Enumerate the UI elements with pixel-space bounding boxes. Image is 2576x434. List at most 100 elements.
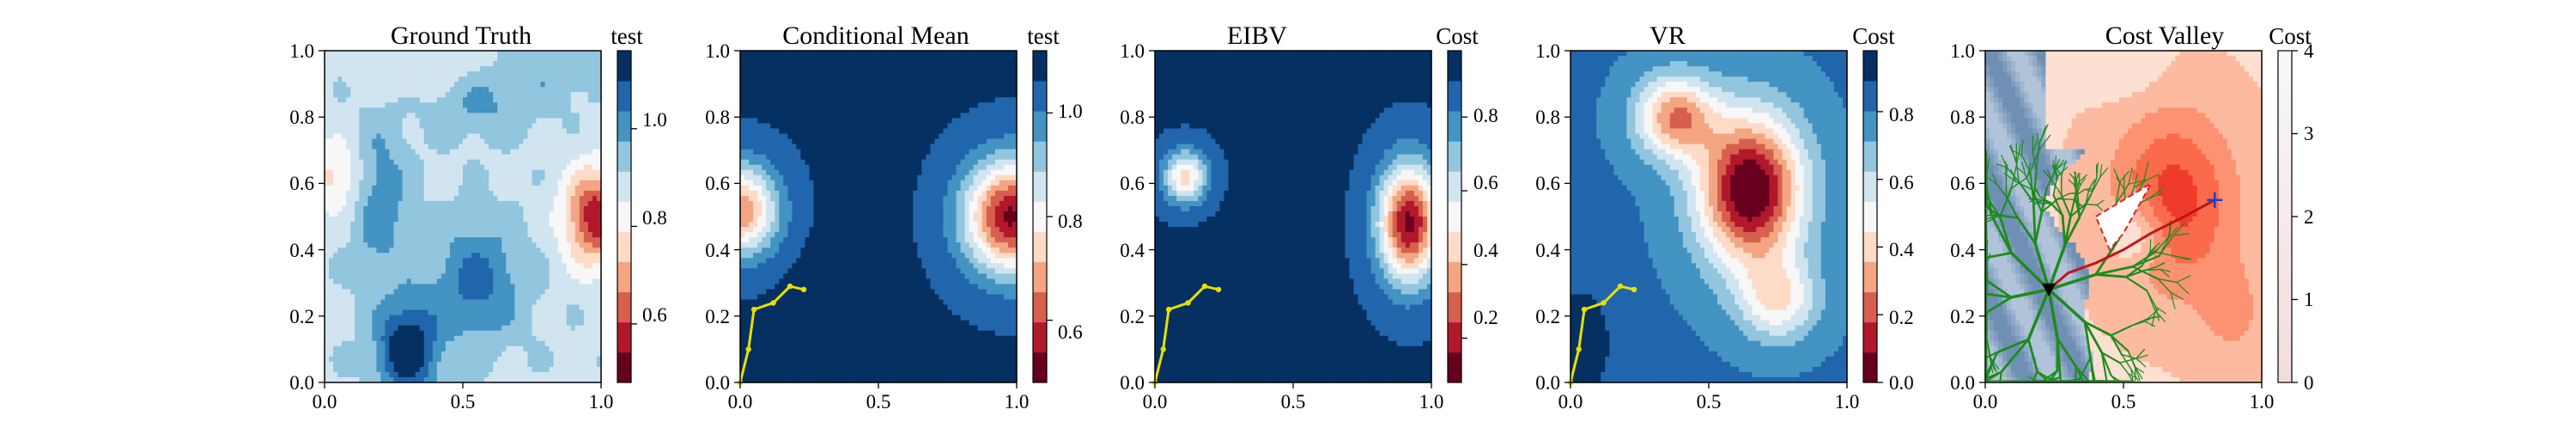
heatmap-cell xyxy=(571,82,576,88)
heatmap-cell xyxy=(407,227,412,233)
heatmap-cell xyxy=(484,134,489,140)
heatmap-cell xyxy=(459,76,464,83)
heatmap-cell xyxy=(558,305,563,311)
heatmap-cell xyxy=(550,160,555,166)
heatmap-cell xyxy=(433,175,438,181)
heatmap-cell xyxy=(558,51,563,57)
heatmap-cell xyxy=(424,321,429,327)
heatmap-cell xyxy=(424,242,429,248)
heatmap-cell xyxy=(537,268,542,274)
heatmap-cell xyxy=(424,326,429,332)
heatmap-cell xyxy=(459,150,464,156)
heatmap-cell xyxy=(454,248,459,254)
heatmap-cell xyxy=(337,87,343,93)
heatmap-cell xyxy=(783,56,788,62)
heatmap-cell xyxy=(403,242,408,248)
heatmap-cell xyxy=(537,82,542,88)
heatmap-cell xyxy=(467,284,472,290)
heatmap-cell xyxy=(939,56,944,62)
heatmap-cell xyxy=(459,227,464,233)
heatmap-cell xyxy=(995,51,1000,57)
heatmap-cell xyxy=(424,71,429,77)
heatmap-cell xyxy=(420,217,425,223)
heatmap-cell xyxy=(346,300,351,306)
heatmap-cell xyxy=(480,346,485,352)
heatmap-cell xyxy=(537,170,542,176)
heatmap-cell xyxy=(463,155,468,161)
heatmap-cell xyxy=(484,76,489,83)
heatmap-cell xyxy=(433,87,438,93)
heatmap-cell xyxy=(489,284,494,290)
heatmap-cell xyxy=(558,310,563,316)
heatmap-cell xyxy=(428,165,434,171)
heatmap-cell xyxy=(592,217,598,223)
heatmap-cell xyxy=(969,66,975,72)
heatmap-cell xyxy=(329,211,334,217)
heatmap-cell xyxy=(454,351,459,358)
heatmap-cell xyxy=(459,362,464,368)
heatmap-cell xyxy=(523,191,528,197)
heatmap-cell xyxy=(1008,56,1013,62)
heatmap-cell xyxy=(999,66,1005,72)
heatmap-cell xyxy=(329,170,334,176)
heatmap-cell xyxy=(588,227,593,233)
heatmap-cell xyxy=(342,284,347,290)
heatmap-cell xyxy=(346,113,351,119)
heatmap-cell xyxy=(385,206,390,212)
heatmap-cell xyxy=(501,294,507,300)
heatmap-cell xyxy=(368,175,373,181)
heatmap-cell xyxy=(545,92,550,98)
heatmap-cell xyxy=(359,150,364,156)
heatmap-cell xyxy=(454,362,459,368)
heatmap-cell xyxy=(329,97,334,103)
heatmap-cell xyxy=(835,66,841,72)
heatmap-cell xyxy=(380,170,386,176)
heatmap-cell xyxy=(441,315,447,321)
heatmap-cell xyxy=(403,341,408,347)
heatmap-cell xyxy=(969,92,975,98)
heatmap-cell xyxy=(527,367,532,373)
heatmap-cell xyxy=(454,310,459,316)
heatmap-cell xyxy=(471,232,477,238)
heatmap-cell xyxy=(416,113,421,119)
heatmap-cell xyxy=(501,180,507,186)
heatmap-cell xyxy=(450,113,455,119)
heatmap-cell xyxy=(550,278,555,284)
heatmap-cell xyxy=(580,160,585,166)
heatmap-cell xyxy=(437,118,442,124)
heatmap-cell xyxy=(991,102,996,108)
heatmap-cell xyxy=(428,170,434,176)
heatmap-cell xyxy=(532,321,538,327)
heatmap-cell xyxy=(446,118,451,124)
colorbar-title: test xyxy=(611,23,643,49)
heatmap-cell xyxy=(783,113,788,119)
heatmap-cell xyxy=(567,71,572,77)
heatmap-cell xyxy=(874,97,879,103)
heatmap-cell xyxy=(355,211,360,217)
heatmap-cell xyxy=(484,310,489,316)
heatmap-cell xyxy=(961,82,966,88)
heatmap-cell xyxy=(359,134,364,140)
heatmap-cell xyxy=(363,61,368,67)
heatmap-cell xyxy=(497,321,502,327)
heatmap-cell xyxy=(420,248,425,254)
heatmap-cell xyxy=(484,321,489,327)
heatmap-cell xyxy=(757,92,762,98)
heatmap-cell xyxy=(463,242,468,248)
heatmap-cell xyxy=(519,118,524,124)
heatmap-cell xyxy=(982,66,987,72)
heatmap-cell xyxy=(342,191,347,197)
heatmap-cell xyxy=(372,305,377,311)
heatmap-cell xyxy=(792,102,797,108)
heatmap-cell xyxy=(592,242,598,248)
heatmap-cell xyxy=(580,346,585,352)
heatmap-cell xyxy=(350,263,355,269)
heatmap-cell xyxy=(510,278,515,284)
heatmap-cell xyxy=(978,87,983,93)
heatmap-cell xyxy=(337,273,343,279)
heatmap-cell xyxy=(541,227,546,233)
heatmap-cell xyxy=(433,61,438,67)
heatmap-cell xyxy=(510,134,515,140)
heatmap-cell xyxy=(376,263,381,269)
heatmap-cell xyxy=(403,165,408,171)
